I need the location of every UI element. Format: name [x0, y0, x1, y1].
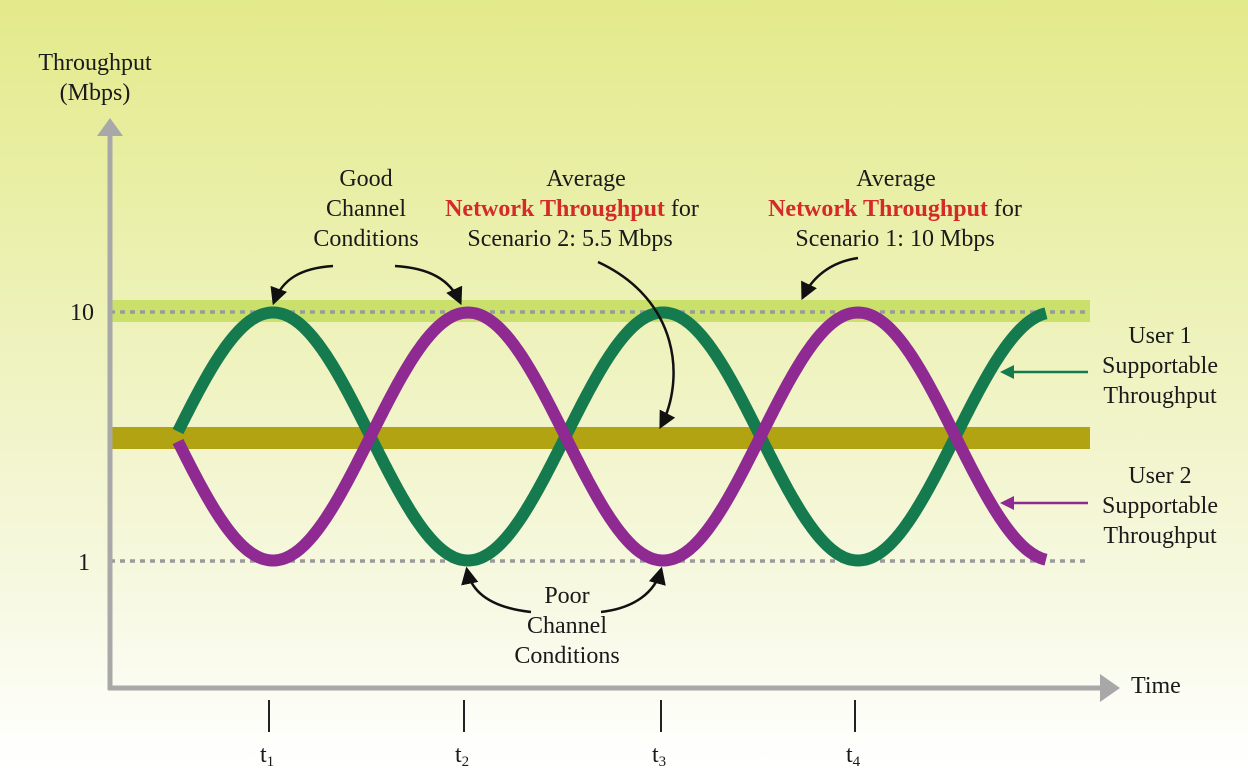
x-tick-label-t3: t3 [652, 742, 666, 768]
good-conditions-label-line2: Channel [326, 196, 406, 222]
good-conditions-label-line3: Conditions [313, 226, 418, 252]
x-axis-arrowhead [1100, 674, 1120, 702]
y-tick-label-10: 10 [70, 300, 94, 326]
y-tick-label-1: 1 [78, 550, 90, 576]
scenario-2-average-band [110, 427, 1090, 449]
user-1-curve [172, 306, 1048, 567]
y-axis-arrowhead [97, 118, 123, 136]
good-conditions-arrow-right [394, 264, 463, 306]
x-tick-label-t2: t2 [455, 742, 469, 768]
user-2-legend-line2: Supportable [1102, 493, 1218, 519]
user-1-legend-line3: Throughput [1103, 383, 1217, 409]
good-conditions-arrow-left [270, 264, 334, 306]
poor-conditions-arrow-right [600, 566, 666, 614]
x-axis-title: Time [1131, 673, 1181, 699]
poor-conditions-label-line3: Conditions [514, 643, 619, 669]
scenario-2-label-line1: Average [546, 166, 626, 192]
user-2-legend-arrowhead [1000, 496, 1014, 510]
scenario-1-arrow [801, 256, 859, 301]
poor-conditions-label-line1: Poor [544, 583, 589, 609]
user-1-legend-line2: Supportable [1102, 353, 1218, 379]
user-1-legend-arrowhead [1000, 365, 1014, 379]
scenario-2-label-line2: Network Throughput for [445, 196, 699, 222]
poor-conditions-arrow-left [461, 566, 532, 614]
scenario-2-label-line3: Scenario 2: 5.5 Mbps [467, 226, 672, 252]
scenario-1-label-line1: Average [856, 166, 936, 192]
user-2-legend-line3: Throughput [1103, 523, 1217, 549]
y-axis-title: Throughput [38, 50, 152, 76]
scenario-1-label-line2: Network Throughput for [768, 196, 1022, 222]
user-2-curve [172, 306, 1048, 567]
good-conditions-label-line1: Good [339, 166, 392, 192]
user-1-legend-line1: User 1 [1128, 323, 1191, 349]
scenario-1-label-line3: Scenario 1: 10 Mbps [795, 226, 994, 252]
scenario-2-arrow [597, 260, 676, 430]
poor-conditions-label-line2: Channel [527, 613, 607, 639]
user-2-legend-line1: User 2 [1128, 463, 1191, 489]
x-tick-label-t1: t1 [260, 742, 274, 768]
y-axis-unit: (Mbps) [60, 80, 131, 106]
x-tick-label-t4: t4 [846, 742, 861, 768]
